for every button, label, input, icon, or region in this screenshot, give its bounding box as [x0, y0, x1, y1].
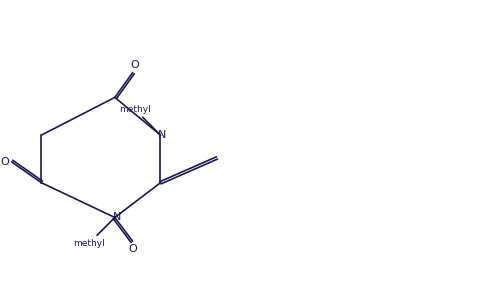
Text: methyl: methyl [119, 105, 150, 114]
Text: O: O [131, 60, 139, 70]
Text: methyl: methyl [73, 239, 105, 248]
Text: O: O [0, 157, 9, 167]
Text: N: N [158, 130, 167, 140]
Text: O: O [128, 244, 137, 254]
Text: N: N [112, 212, 121, 223]
